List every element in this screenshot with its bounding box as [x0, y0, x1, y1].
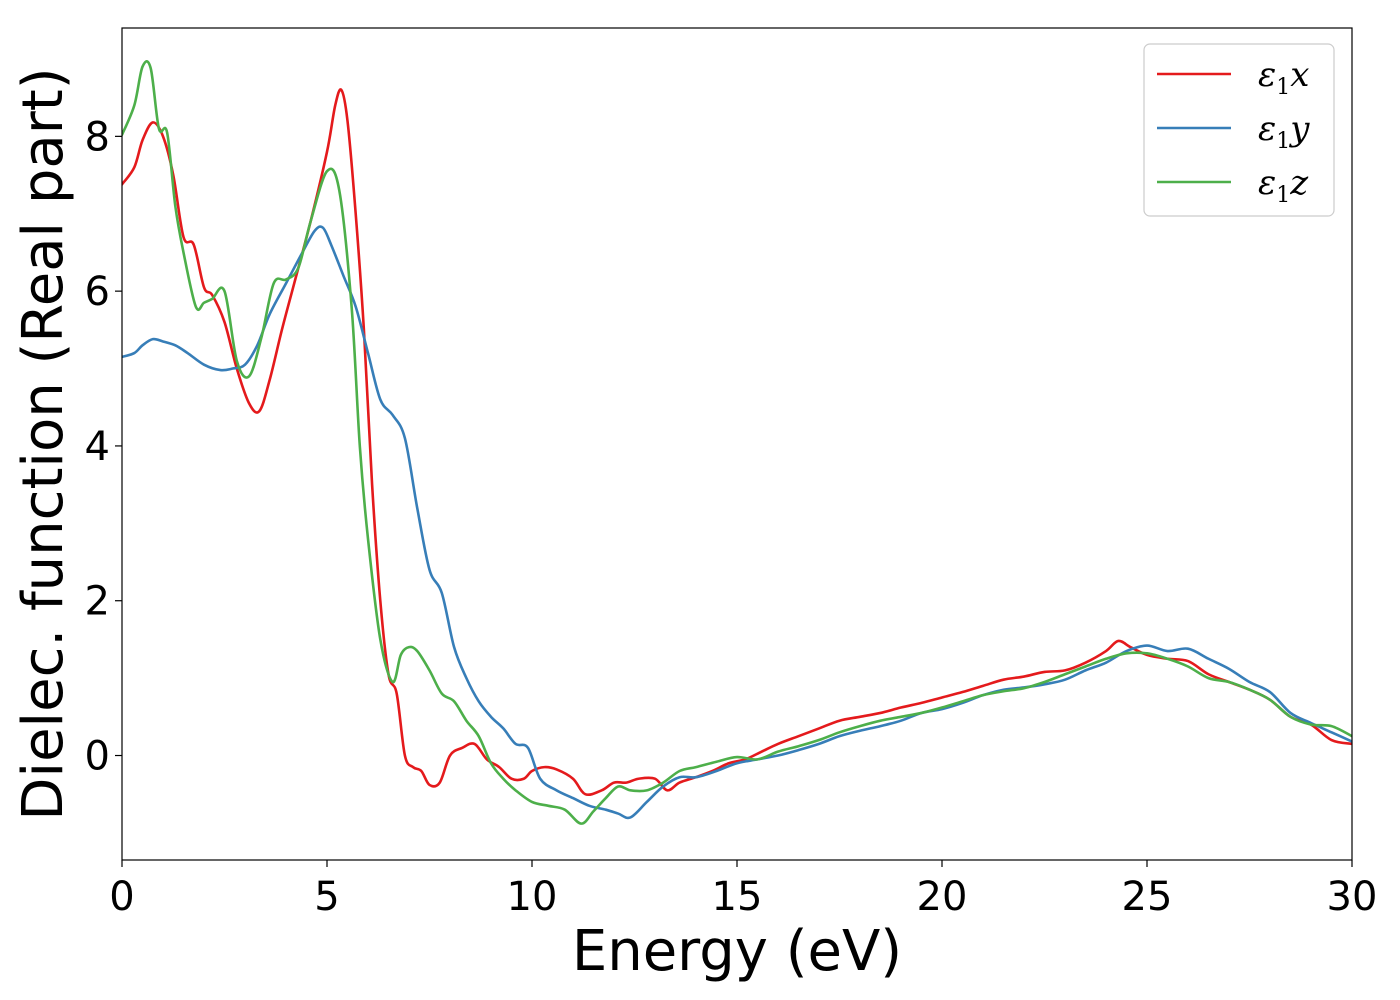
- y-tick-label: 0: [85, 734, 110, 780]
- series-line-z: [122, 59, 1352, 825]
- y-tick-label: 4: [85, 424, 110, 470]
- x-axis-title: Energy (eV): [572, 919, 902, 984]
- x-tick-label: 0: [109, 874, 134, 920]
- legend: ε1x ε1y ε1z: [1143, 43, 1335, 217]
- legend-label-x: ε1x: [1258, 55, 1309, 100]
- x-tick-label: 30: [1327, 874, 1378, 920]
- series-layer: [122, 59, 1352, 825]
- x-tick-label: 25: [1122, 874, 1173, 920]
- y-tick-label: 2: [85, 579, 110, 625]
- x-tick-label: 15: [712, 874, 763, 920]
- x-tick-label: 5: [314, 874, 339, 920]
- legend-label-y: ε1y: [1258, 109, 1310, 154]
- y-axis: 0 2 4 6 8: [85, 114, 122, 780]
- y-axis-title: Dielec. function (Real part): [11, 67, 76, 820]
- y-tick-label: 6: [85, 269, 110, 315]
- series-line-x: [122, 88, 1352, 796]
- x-tick-label: 20: [917, 874, 968, 920]
- legend-box: [1143, 43, 1335, 217]
- x-tick-label: 10: [507, 874, 558, 920]
- series-line-y: [122, 225, 1352, 820]
- y-tick-label: 8: [85, 114, 110, 160]
- x-axis: 0 5 10 15 20 25 30: [109, 860, 1377, 920]
- legend-label-z: ε1z: [1258, 163, 1309, 208]
